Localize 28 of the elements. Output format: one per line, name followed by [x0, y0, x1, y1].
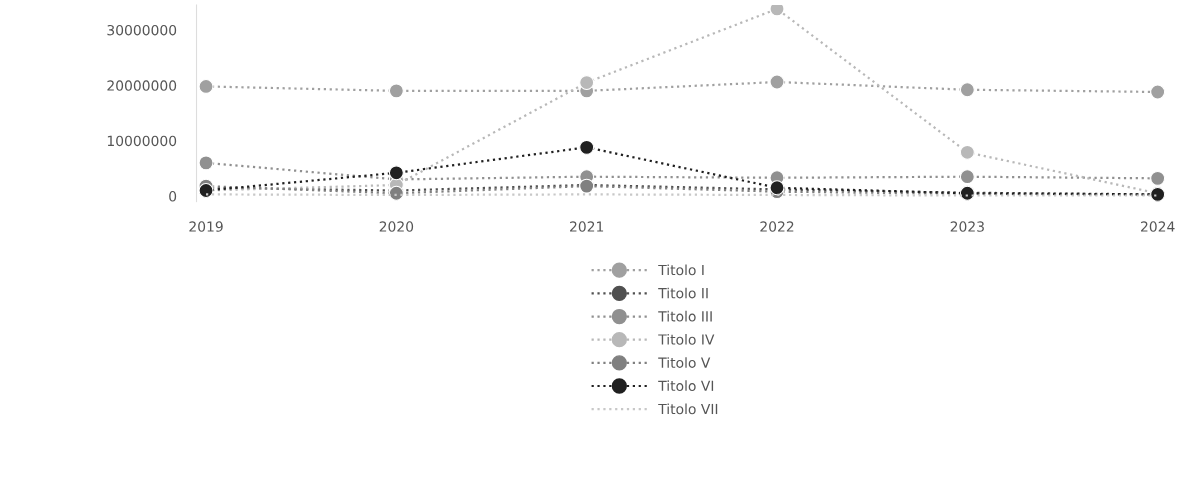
legend-label: Titolo I	[658, 264, 704, 276]
x-tick-label: 2024	[1141, 221, 1175, 232]
point	[388, 83, 404, 99]
y-tick-label: 10000000	[107, 135, 177, 147]
x-tick-label: 2020	[379, 221, 414, 232]
point	[1150, 84, 1166, 100]
x-tick-label: 2023	[950, 221, 984, 232]
point	[579, 75, 595, 91]
x-tick-label: 2022	[760, 221, 794, 232]
y-tick-label: 0	[169, 191, 177, 202]
point	[959, 82, 975, 98]
legend-label: Titolo V	[658, 357, 711, 368]
legend-label: Titolo III	[658, 310, 712, 322]
point	[769, 74, 785, 90]
point	[1150, 170, 1166, 186]
legend-label: Titolo II	[658, 287, 708, 299]
point	[198, 155, 214, 171]
x-tick-label: 2021	[570, 221, 604, 232]
y-tick-label: 20000000	[107, 80, 177, 91]
point	[959, 144, 975, 160]
x-tick-label: 2019	[189, 221, 223, 232]
point	[579, 139, 595, 155]
legend-label: Titolo VI	[658, 380, 714, 392]
y-tick-label: 30000000	[107, 24, 177, 36]
point	[959, 169, 975, 185]
legend-label: Titolo VII	[658, 403, 718, 415]
point	[198, 78, 214, 94]
legend-label: Titolo IV	[658, 333, 715, 345]
